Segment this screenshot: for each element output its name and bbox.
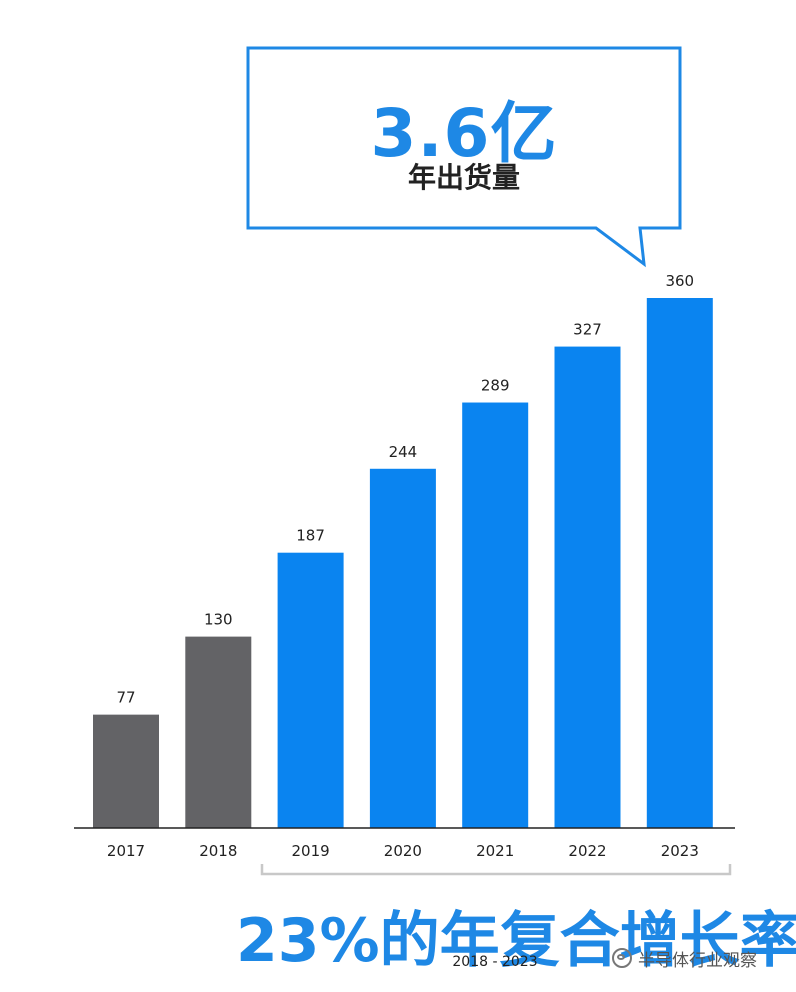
cagr-bracket	[260, 864, 732, 876]
tick-label-2020: 2020	[384, 842, 422, 860]
callout-value: 3.6亿	[370, 95, 558, 172]
bar-2022	[554, 346, 621, 828]
cagr-headline: 23%的年复合增长率	[236, 906, 796, 976]
tick-label-2017: 2017	[107, 842, 145, 860]
value-label-2022: 327	[573, 321, 602, 339]
watermark: 半导体行业观察	[612, 946, 788, 971]
tick-label-2022: 2022	[568, 842, 606, 860]
bar-2021	[462, 402, 529, 828]
value-labels-layer: 77 130 187 244 289 327 360	[116, 272, 694, 707]
bar-2019	[277, 552, 344, 828]
tick-label-2018: 2018	[199, 842, 237, 860]
value-label-2023: 360	[665, 272, 694, 290]
wechat-icon	[612, 948, 632, 968]
tick-label-2019: 2019	[292, 842, 330, 860]
value-label-2017: 77	[116, 689, 135, 707]
value-label-2018: 130	[204, 611, 233, 629]
callout-bubble	[246, 46, 682, 268]
value-label-2020: 244	[389, 443, 418, 461]
tick-label-2021: 2021	[476, 842, 514, 860]
bar-2020	[369, 468, 436, 828]
bar-2018	[185, 636, 252, 828]
value-label-2021: 289	[481, 377, 510, 395]
watermark-text: 半导体行业观察	[638, 950, 757, 971]
cagr-range: 2018 - 2023	[452, 954, 538, 970]
tick-label-2023: 2023	[661, 842, 699, 860]
callout-label: 年出货量	[407, 161, 520, 194]
value-label-2019: 187	[296, 527, 325, 545]
tick-labels-layer: 2017 2018 2019 2020 2021 2022 2023	[107, 842, 699, 860]
bar-2017	[93, 714, 159, 828]
bar-2023	[646, 298, 713, 828]
bars-layer	[93, 298, 713, 828]
